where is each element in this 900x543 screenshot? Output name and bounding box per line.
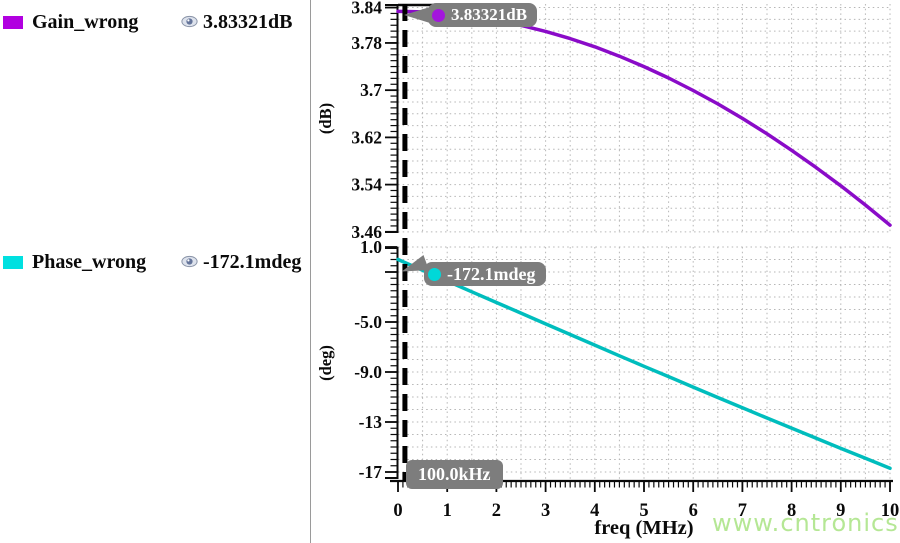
svg-text:3.7: 3.7 [360, 80, 382, 100]
visibility-eye-icon[interactable] [181, 255, 198, 268]
svg-text:6: 6 [689, 501, 698, 521]
phase-trace-label: Phase_wrong [32, 250, 147, 273]
visibility-eye-icon[interactable] [181, 15, 198, 28]
gain-marker-label: 3.83321dB [451, 5, 528, 24]
svg-text:-5.0: -5.0 [354, 312, 382, 332]
svg-text:1: 1 [443, 501, 452, 521]
legend-panel: Gain_wrong 3.83321dB Phase_wrong -1 [0, 0, 310, 543]
phase-marker-dot [428, 267, 441, 281]
svg-text:7: 7 [738, 501, 747, 521]
svg-text:3.62: 3.62 [351, 127, 382, 147]
svg-text:5: 5 [639, 501, 648, 521]
panel-divider [310, 0, 311, 543]
svg-text:3.84: 3.84 [351, 0, 382, 18]
phase-marker-label: -172.1mdeg [447, 263, 536, 284]
svg-text:0: 0 [393, 501, 402, 521]
svg-text:3: 3 [541, 501, 550, 521]
phase-marker-readout: -172.1mdeg [203, 250, 302, 273]
gain-color-swatch [3, 15, 23, 29]
svg-text:-9.0: -9.0 [354, 362, 382, 382]
svg-text:freq (MHz): freq (MHz) [594, 517, 693, 539]
freq-marker-callout[interactable]: 100.0kHz [406, 460, 503, 489]
svg-text:(dB): (dB) [316, 103, 335, 134]
svg-text:-17: -17 [359, 462, 383, 482]
gain-marker-readout: 3.83321dB [203, 10, 293, 33]
gain-marker-dot [432, 8, 445, 22]
svg-text:3.46: 3.46 [351, 222, 382, 242]
gain-marker-callout[interactable]: 3.83321dB [404, 3, 538, 27]
callout-pointer [404, 7, 430, 23]
svg-text:3.78: 3.78 [351, 33, 382, 53]
svg-text:10: 10 [881, 501, 900, 521]
legend-item-phase[interactable]: Phase_wrong -172.1mdeg [0, 249, 308, 275]
phase-color-swatch [3, 255, 23, 269]
svg-text:9: 9 [836, 501, 845, 521]
gain-trace-label: Gain_wrong [32, 10, 139, 33]
freq-marker-label: 100.0kHz [418, 464, 491, 484]
svg-text:2: 2 [492, 501, 501, 521]
watermark: www.cntronics.com [712, 509, 900, 537]
svg-text:-13: -13 [359, 412, 383, 432]
svg-text:3.54: 3.54 [351, 175, 382, 195]
svg-text:8: 8 [787, 501, 796, 521]
legend-item-gain[interactable]: Gain_wrong 3.83321dB [0, 9, 308, 35]
phase-marker-callout[interactable]: -172.1mdeg [399, 255, 546, 286]
svg-text:1.0: 1.0 [360, 237, 382, 257]
svg-text:4: 4 [590, 501, 599, 521]
svg-text:(deg): (deg) [316, 345, 335, 381]
